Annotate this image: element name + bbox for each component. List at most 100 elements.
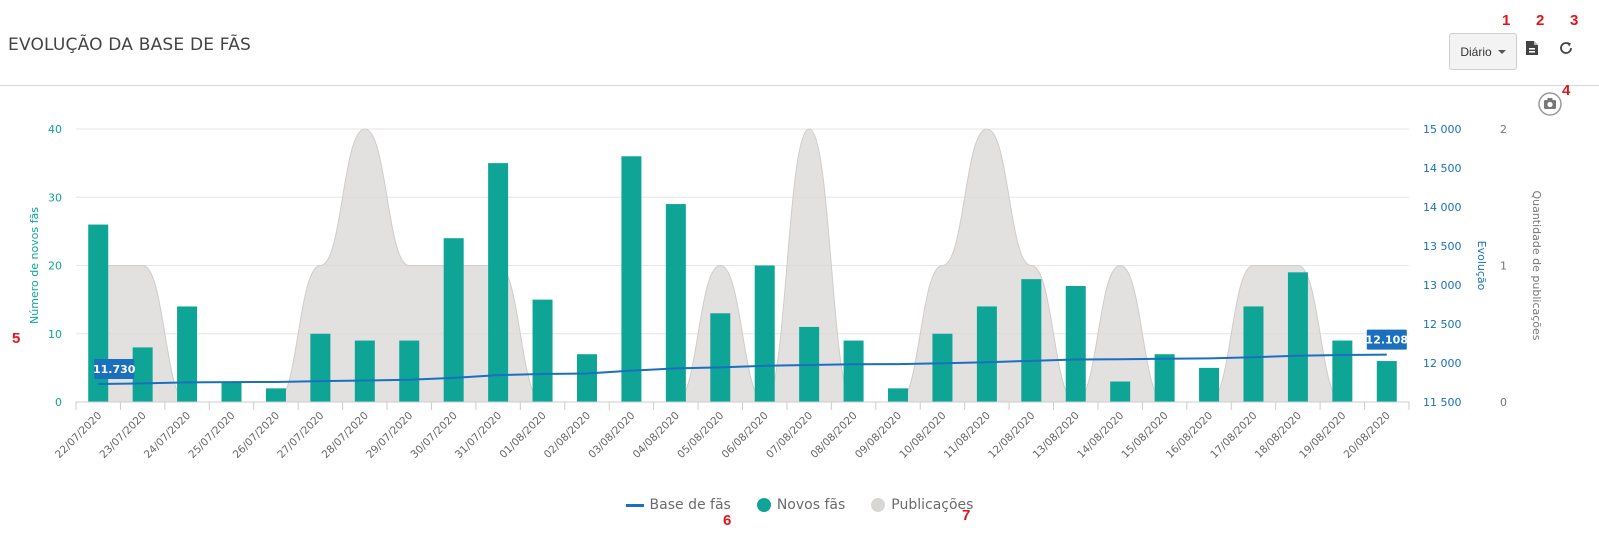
legend-item-base-de-fas[interactable]: Base de fãs	[625, 497, 731, 513]
x-tick-label: 22/07/2020	[53, 410, 104, 461]
refresh-button[interactable]	[1555, 37, 1577, 59]
camera-icon	[1547, 98, 1553, 101]
bar-novos-fas[interactable]	[399, 340, 420, 402]
bar-novos-fas[interactable]	[1332, 340, 1353, 402]
bar-novos-fas[interactable]	[1287, 272, 1308, 402]
y-right-tick-label: 14 500	[1423, 162, 1462, 175]
y-right2-tick-label: 1	[1500, 260, 1507, 273]
x-tick-label: 14/08/2020	[1075, 410, 1126, 461]
bar-novos-fas[interactable]	[265, 388, 286, 402]
y-right-tick-label: 12 000	[1423, 357, 1462, 370]
camera-icon	[1547, 101, 1553, 108]
bar-novos-fas[interactable]	[488, 163, 509, 402]
legend-label: Base de fãs	[649, 497, 731, 513]
bar-novos-fas[interactable]	[177, 306, 198, 402]
bar-novos-fas[interactable]	[310, 333, 331, 402]
x-tick-label: 09/08/2020	[853, 410, 904, 461]
y-right2-tick-label: 2	[1500, 123, 1507, 136]
export-button[interactable]	[1521, 37, 1543, 59]
bar-novos-fas[interactable]	[1065, 285, 1086, 402]
x-tick-label: 19/08/2020	[1297, 410, 1348, 461]
marker-4: 4	[1562, 82, 1571, 99]
bar-novos-fas[interactable]	[1110, 381, 1131, 402]
x-tick-label: 29/07/2020	[364, 410, 415, 461]
chart-legend: Base de fãs Novos fãs Publicações	[0, 497, 1599, 513]
y-left-tick-label: 0	[55, 396, 62, 409]
bar-novos-fas[interactable]	[1243, 306, 1264, 402]
x-tick-label: 30/07/2020	[409, 410, 460, 461]
bar-novos-fas[interactable]	[1021, 279, 1042, 402]
y-left-tick-label: 10	[48, 328, 62, 341]
y-left-axis-title: Número de novos fãs	[28, 207, 41, 324]
bar-novos-fas[interactable]	[621, 156, 642, 402]
data-label-bg	[94, 359, 135, 380]
bar-novos-fas[interactable]	[754, 265, 775, 403]
legend-label: Publicações	[891, 497, 974, 513]
bar-novos-fas[interactable]	[1199, 367, 1220, 402]
x-tick-label: 03/08/2020	[586, 410, 637, 461]
y-right-tick-label: 15 000	[1423, 123, 1462, 136]
bar-novos-fas[interactable]	[88, 224, 109, 402]
x-tick-label: 25/07/2020	[186, 410, 237, 461]
data-label: 12.108	[1366, 334, 1408, 347]
bar-novos-fas[interactable]	[843, 340, 864, 402]
bar-novos-fas[interactable]	[932, 333, 953, 402]
x-tick-label: 02/08/2020	[542, 410, 593, 461]
bar-novos-fas[interactable]	[576, 354, 597, 402]
x-tick-label: 10/08/2020	[897, 410, 948, 461]
bar-novos-fas[interactable]	[532, 299, 553, 402]
y-right2-tick-label: 0	[1500, 396, 1507, 409]
y-right-tick-label: 14 000	[1423, 201, 1462, 214]
bar-novos-fas[interactable]	[132, 347, 153, 402]
marker-2: 2	[1536, 12, 1545, 29]
y-right-tick-label: 12 500	[1423, 318, 1462, 331]
period-dropdown[interactable]: Diário	[1449, 33, 1517, 70]
bar-novos-fas[interactable]	[443, 238, 464, 402]
bar-novos-fas[interactable]	[354, 340, 375, 402]
x-tick-label: 24/07/2020	[142, 410, 193, 461]
bar-novos-fas[interactable]	[221, 381, 242, 402]
chart-header: EVOLUÇÃO DA BASE DE FÃS Diário	[0, 0, 1599, 86]
marker-7: 7	[962, 507, 971, 524]
x-tick-label: 26/07/2020	[231, 410, 282, 461]
x-tick-label: 06/08/2020	[720, 410, 771, 461]
bar-novos-fas[interactable]	[1376, 361, 1397, 402]
bar-novos-fas[interactable]	[710, 313, 731, 402]
bar-novos-fas[interactable]	[976, 306, 997, 402]
x-tick-label: 27/07/2020	[275, 410, 326, 461]
camera-button[interactable]	[1538, 92, 1562, 116]
marker-3: 3	[1570, 12, 1579, 29]
data-label: 11.730	[93, 363, 136, 376]
marker-5: 5	[12, 330, 21, 347]
legend-item-novos-fas[interactable]: Novos fãs	[756, 497, 846, 513]
refresh-icon	[1560, 42, 1572, 54]
bar-novos-fas[interactable]	[1154, 354, 1175, 402]
x-tick-label: 23/07/2020	[97, 410, 148, 461]
x-tick-label: 31/07/2020	[453, 410, 504, 461]
dot-swatch-icon	[756, 498, 771, 512]
x-tick-label: 16/08/2020	[1164, 410, 1215, 461]
line-base-de-fas	[98, 353, 1387, 386]
bar-novos-fas[interactable]	[665, 204, 686, 402]
bar-novos-fas[interactable]	[888, 388, 909, 402]
y-right2-axis-title: Quantidade de publicações	[1530, 190, 1543, 340]
legend-label: Novos fãs	[776, 497, 846, 513]
x-tick-label: 13/08/2020	[1031, 410, 1082, 461]
publications-area	[97, 128, 1387, 403]
dot-swatch-icon	[871, 498, 886, 512]
marker-6: 6	[723, 512, 732, 529]
legend-item-publicacoes[interactable]: Publicações	[871, 497, 973, 513]
x-tick-label: 17/08/2020	[1208, 410, 1259, 461]
y-left-tick-label: 40	[48, 123, 62, 136]
x-tick-label: 07/08/2020	[764, 410, 815, 461]
fan-evolution-chart: 11.730 12.108 22/07/202023/07/202024/07/20…	[28, 92, 1562, 461]
x-tick-label: 11/08/2020	[942, 410, 993, 461]
x-tick-label: 20/08/2020	[1342, 410, 1393, 461]
file-export-icon	[1526, 41, 1538, 55]
y-right-tick-label: 11 500	[1423, 396, 1462, 409]
period-dropdown-label: Diário	[1460, 44, 1492, 59]
x-tick-label: 18/08/2020	[1253, 410, 1304, 461]
caret-down-icon	[1497, 49, 1506, 54]
x-tick-label: 05/08/2020	[675, 410, 726, 461]
x-tick-label: 12/08/2020	[986, 410, 1037, 461]
